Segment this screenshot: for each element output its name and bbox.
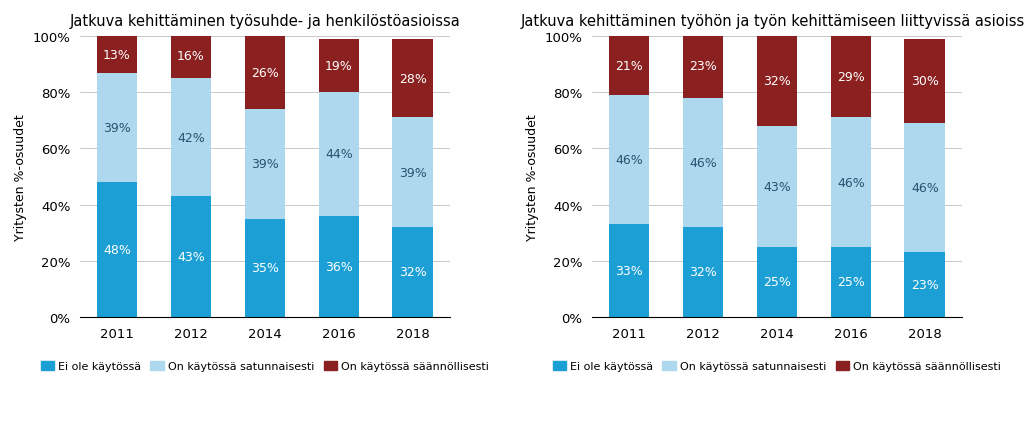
Text: 46%: 46%: [689, 157, 717, 169]
Bar: [171, 34, 211, 79]
Bar: [830, 37, 871, 118]
Bar: [245, 110, 286, 219]
Bar: [245, 37, 286, 110]
Bar: [757, 126, 798, 247]
Text: 26%: 26%: [251, 67, 279, 80]
Text: 43%: 43%: [763, 180, 791, 194]
Text: 25%: 25%: [837, 276, 865, 289]
Y-axis label: Yritysten %-osuudet: Yritysten %-osuudet: [526, 114, 539, 240]
Text: 43%: 43%: [177, 250, 205, 264]
Title: Jatkuva kehittäminen työhön ja työn kehittämiseen liittyvissä asioissa: Jatkuva kehittäminen työhön ja työn kehi…: [520, 14, 1024, 29]
Bar: [608, 225, 649, 317]
Text: 39%: 39%: [103, 122, 131, 135]
Bar: [318, 216, 359, 317]
Bar: [904, 40, 945, 124]
Text: 44%: 44%: [325, 148, 352, 161]
Text: 46%: 46%: [837, 176, 864, 189]
Bar: [904, 124, 945, 253]
Text: 33%: 33%: [615, 264, 643, 277]
Text: 42%: 42%: [177, 131, 205, 144]
Legend: Ei ole käytössä, On käytössä satunnaisesti, On käytössä säännöllisesti: Ei ole käytössä, On käytössä satunnaises…: [36, 356, 494, 376]
Bar: [96, 37, 137, 74]
Text: 30%: 30%: [911, 75, 939, 88]
Text: 21%: 21%: [615, 60, 643, 73]
Text: 28%: 28%: [399, 73, 427, 86]
Bar: [392, 227, 433, 317]
Bar: [904, 253, 945, 317]
Bar: [171, 79, 211, 197]
Bar: [757, 37, 798, 126]
Bar: [830, 118, 871, 247]
Text: 39%: 39%: [251, 158, 279, 171]
Y-axis label: Yritysten %-osuudet: Yritysten %-osuudet: [14, 114, 27, 240]
Legend: Ei ole käytössä, On käytössä satunnaisesti, On käytössä säännöllisesti: Ei ole käytössä, On käytössä satunnaises…: [548, 356, 1006, 376]
Text: 35%: 35%: [251, 261, 279, 275]
Text: 32%: 32%: [689, 266, 717, 279]
Bar: [683, 227, 723, 317]
Bar: [318, 93, 359, 216]
Text: 23%: 23%: [689, 60, 717, 73]
Text: 19%: 19%: [325, 60, 352, 73]
Bar: [171, 197, 211, 317]
Bar: [96, 74, 137, 183]
Text: 13%: 13%: [103, 49, 131, 61]
Bar: [392, 40, 433, 118]
Bar: [96, 183, 137, 317]
Text: 32%: 32%: [763, 75, 791, 88]
Text: 48%: 48%: [103, 243, 131, 256]
Bar: [392, 118, 433, 227]
Bar: [245, 219, 286, 317]
Text: 29%: 29%: [837, 71, 864, 84]
Text: 32%: 32%: [399, 266, 427, 279]
Text: 23%: 23%: [911, 279, 939, 292]
Bar: [757, 247, 798, 317]
Bar: [683, 98, 723, 227]
Bar: [683, 34, 723, 98]
Bar: [318, 40, 359, 93]
Text: 16%: 16%: [177, 50, 205, 63]
Text: 46%: 46%: [615, 154, 643, 167]
Bar: [608, 96, 649, 225]
Text: 39%: 39%: [399, 166, 427, 179]
Bar: [830, 247, 871, 317]
Text: 25%: 25%: [763, 276, 791, 289]
Text: 46%: 46%: [911, 182, 939, 195]
Text: 36%: 36%: [325, 260, 352, 273]
Title: Jatkuva kehittäminen työsuhde- ja henkilöstöasioissa: Jatkuva kehittäminen työsuhde- ja henkil…: [70, 14, 461, 29]
Bar: [608, 37, 649, 96]
